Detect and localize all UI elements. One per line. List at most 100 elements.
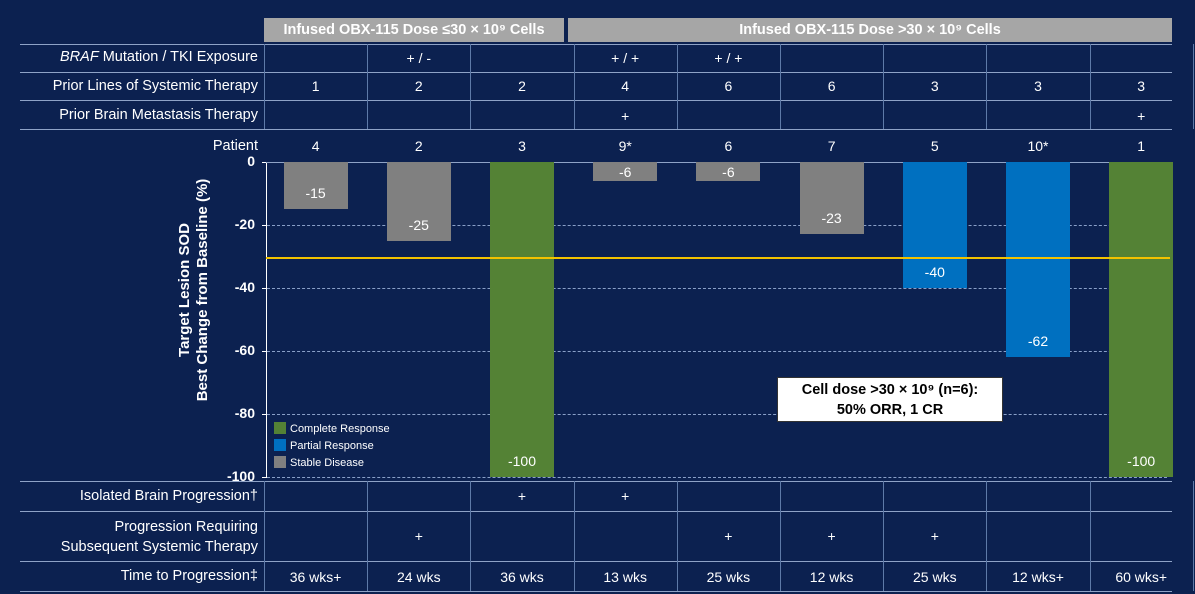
cell-prior-lines: 4 (621, 78, 630, 94)
legend-label: Partial Response (290, 440, 374, 452)
cell-prior-lines: 3 (1137, 78, 1146, 94)
divider (20, 72, 1172, 73)
column-divider (677, 481, 678, 591)
cell-time-to-progression: 36 wks+ (289, 569, 342, 585)
divider (20, 100, 1172, 101)
cell-patient: 3 (518, 138, 526, 154)
legend-item: Stable Disease (274, 456, 364, 470)
bar-value-label: -23 (821, 210, 842, 227)
y-tick-mark (262, 288, 267, 289)
cell-progression-systemic: + (724, 528, 733, 544)
cell-time-to-progression: 36 wks (500, 569, 544, 585)
column-divider (367, 44, 368, 129)
cell-prior-lines: 3 (1034, 78, 1042, 94)
bar-value-label: -40 (924, 264, 945, 280)
divider (20, 511, 1172, 512)
legend-swatch (274, 439, 286, 451)
cell-prior-lines: 6 (724, 78, 733, 94)
column-divider (780, 44, 781, 129)
callout-line1: Cell dose >30 × 10⁹ (n=6): (801, 382, 979, 398)
column-divider (264, 481, 265, 591)
cell-patient: 7 (827, 138, 836, 154)
column-divider (1193, 44, 1194, 129)
cell-isolated-brain: + (517, 488, 527, 504)
cell-patient: 4 (311, 138, 320, 154)
cell-time-to-progression: 60 wks+ (1115, 569, 1168, 585)
column-divider (470, 481, 471, 591)
cell-patient: 9* (618, 138, 632, 154)
header-high-dose: Infused OBX-115 Dose >30 × 10⁹ Cells (568, 18, 1172, 42)
cell-patient: 6 (724, 138, 733, 154)
cell-time-to-progression: 12 wks+ (1012, 569, 1064, 585)
bar-value-label: -25 (408, 216, 429, 233)
column-divider (367, 481, 368, 591)
divider (20, 129, 1172, 130)
y-tick-label: -100 (226, 468, 255, 484)
bar (1006, 162, 1070, 358)
y-tick-label: 0 (247, 153, 255, 169)
row-label-prior-lines: Prior Lines of Systemic Therapy (52, 78, 258, 94)
y-tick-mark (262, 225, 267, 226)
bar-value-label: -6 (618, 164, 632, 180)
bar (1109, 162, 1174, 477)
column-divider (986, 481, 987, 591)
row-label-progression-systemic: Progression Requiring Subsequent Systemi… (60, 519, 258, 555)
gridline (267, 288, 1167, 289)
column-divider (883, 481, 884, 591)
cell-patient: 1 (1137, 138, 1146, 154)
y-tick-label: -40 (234, 279, 255, 295)
legend-label: Stable Disease (290, 457, 364, 469)
cell-patient: 10* (1027, 138, 1049, 154)
bar-value-label: -100 (507, 453, 537, 469)
row-label-time-to-progression: Time to Progression‡ (120, 568, 258, 584)
column-divider (574, 44, 575, 129)
cell-prior-lines: 3 (930, 78, 939, 94)
column-divider (574, 481, 575, 591)
column-divider (1193, 481, 1194, 591)
y-tick-label: -20 (234, 216, 255, 232)
divider (20, 561, 1172, 562)
cell-progression-systemic: + (414, 528, 423, 544)
legend-label: Complete Response (290, 423, 390, 435)
divider (20, 44, 1172, 45)
callout-box: Cell dose >30 × 10⁹ (n=6): 50% ORR, 1 CR (777, 377, 1003, 422)
y-axis-line (266, 162, 267, 477)
bar-value-label: -15 (305, 185, 326, 202)
cell-prior-brain: + (621, 108, 630, 124)
column-divider (677, 44, 678, 129)
column-divider (883, 44, 884, 129)
bar (799, 162, 864, 235)
y-tick-label: -80 (234, 405, 255, 421)
cell-patient: 5 (930, 138, 939, 154)
cell-time-to-progression: 25 wks (706, 569, 751, 585)
row-label-prior-brain: Prior Brain Metastasis Therapy (59, 107, 258, 123)
row-label-patient: Patient (212, 138, 258, 154)
row-label-isolated-brain: Isolated Brain Progression† (79, 488, 258, 504)
header-low-dose: Infused OBX-115 Dose ≤30 × 10⁹ Cells (264, 18, 564, 42)
legend-item: Complete Response (274, 422, 390, 436)
cell-time-to-progression: 24 wks (397, 569, 441, 585)
y-tick-mark (262, 162, 267, 163)
cell-prior-lines: 6 (827, 78, 836, 94)
row-label-braf: BRAF Mutation / TKI Exposure (60, 49, 258, 65)
legend-swatch (274, 456, 286, 468)
gridline (267, 351, 1167, 352)
callout-line2: 50% ORR, 1 CR (836, 402, 944, 418)
threshold-line (266, 257, 1170, 259)
bar-value-label: -6 (722, 164, 735, 180)
column-divider (264, 44, 265, 129)
bar-value-label: -100 (1127, 453, 1156, 469)
bar (490, 162, 554, 477)
y-tick-label: -60 (234, 342, 255, 358)
bar (593, 162, 658, 181)
column-divider (986, 44, 987, 129)
cell-prior-lines: 2 (414, 78, 423, 94)
cell-time-to-progression: 13 wks (603, 569, 647, 585)
gridline (267, 414, 1167, 415)
cell-prior-brain: + (1137, 108, 1146, 124)
divider (20, 481, 1172, 482)
cell-braf: + / + (611, 50, 640, 66)
bar (696, 162, 761, 181)
gridline (267, 477, 1167, 478)
cell-time-to-progression: 25 wks (913, 569, 957, 585)
